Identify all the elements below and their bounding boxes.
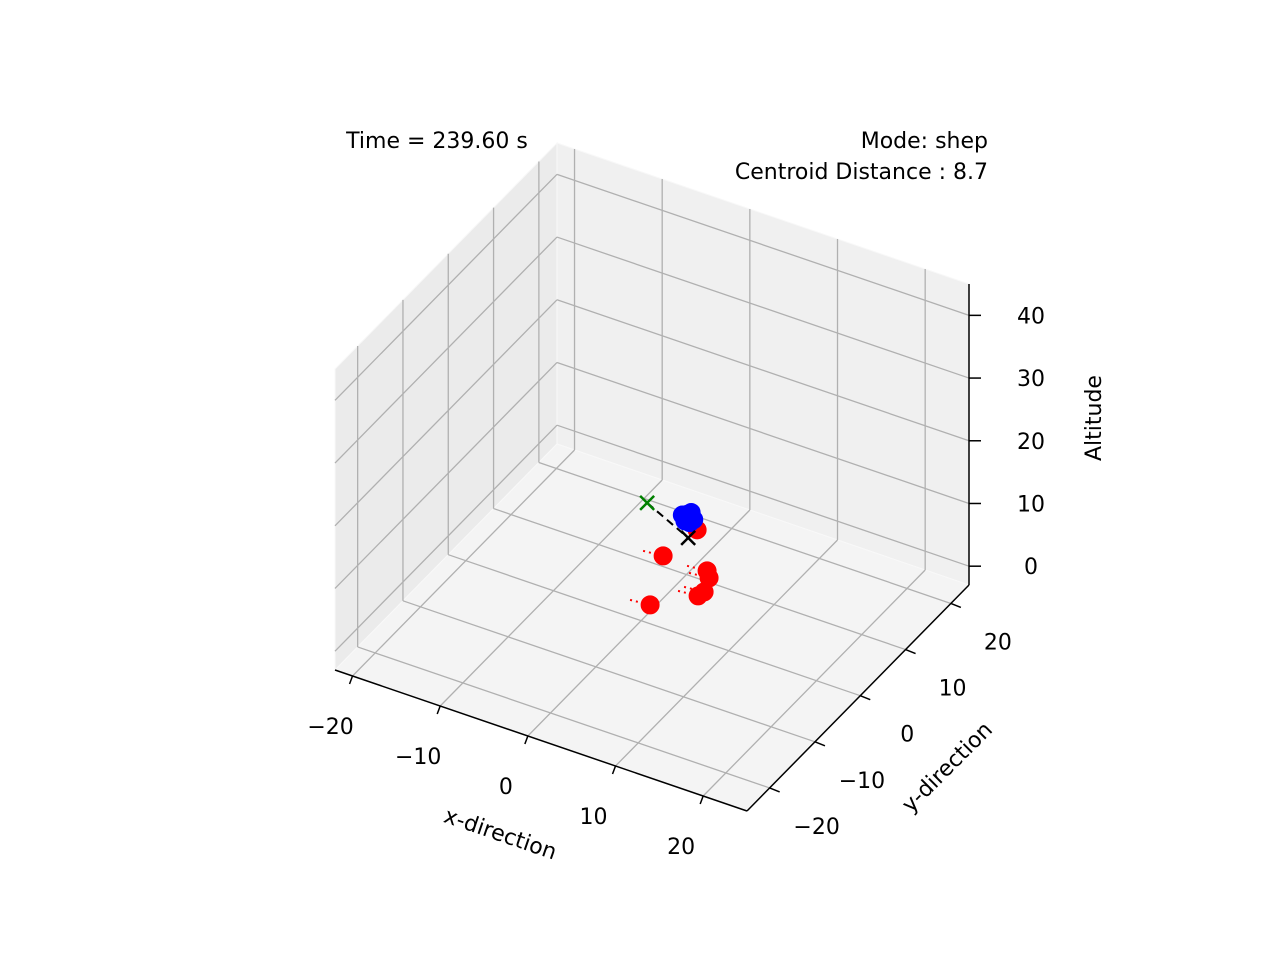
grid-line (334, 362, 558, 589)
x-axis-label: x-direction (441, 804, 560, 866)
z-tick-label: 20 (1017, 430, 1045, 455)
agent-point (653, 546, 673, 566)
x-tick-label: 10 (580, 805, 608, 830)
x-tick-label: 0 (499, 775, 513, 800)
grid-line (556, 299, 970, 442)
tick-mark (769, 787, 780, 793)
time-label: Time = 239.60 s (345, 129, 528, 154)
grid-line (615, 539, 838, 767)
z-tick-label: 40 (1017, 304, 1045, 329)
grid-line (334, 236, 558, 464)
x-tick-label: −20 (307, 715, 353, 740)
grid-line (357, 646, 770, 789)
y-tick-label: 0 (900, 723, 914, 748)
z-axis-label: Altitude (1082, 375, 1107, 461)
x-marker (680, 529, 697, 546)
tick-mark (524, 735, 529, 745)
z-tick-label: 30 (1017, 367, 1045, 392)
grid-line (702, 569, 926, 797)
y-tick-label: 20 (984, 630, 1012, 655)
x-marker (639, 494, 656, 511)
grid-line (334, 299, 558, 527)
grid-line (448, 554, 861, 697)
tick-mark (905, 648, 916, 655)
grid-line (556, 173, 970, 316)
mode-label: Mode: shep (861, 129, 988, 154)
grid-line (402, 600, 816, 743)
tick-mark (699, 795, 704, 805)
grid-line (334, 424, 558, 652)
grid-line (352, 449, 575, 677)
tick-mark (611, 765, 617, 775)
x-tick-label: −10 (395, 745, 441, 770)
grid-line (527, 509, 751, 737)
tick-mark (436, 705, 441, 715)
grid-line (556, 424, 970, 567)
z-tick-label: 10 (1017, 492, 1045, 517)
grid-line (538, 461, 952, 605)
centroid-label: Centroid Distance : 8.7 (735, 160, 988, 185)
grid-line (556, 236, 970, 379)
tick-mark (348, 675, 354, 685)
grid-line (439, 479, 663, 707)
axis-line (746, 584, 970, 812)
grid-line (556, 361, 970, 505)
agent-point (640, 595, 660, 615)
grid-line (334, 173, 558, 401)
agent-point (699, 568, 719, 588)
tick-mark (859, 694, 871, 701)
tick-mark (814, 741, 826, 747)
y-tick-label: −10 (839, 769, 885, 794)
y-tick-label: 10 (939, 677, 967, 702)
grid-line (493, 507, 906, 651)
y-tick-label: −20 (793, 815, 839, 840)
tick-mark (950, 602, 962, 609)
z-tick-label: 0 (1024, 555, 1038, 580)
agent-point (676, 505, 696, 525)
x-tick-label: 20 (667, 835, 695, 860)
axis-line (334, 669, 748, 812)
